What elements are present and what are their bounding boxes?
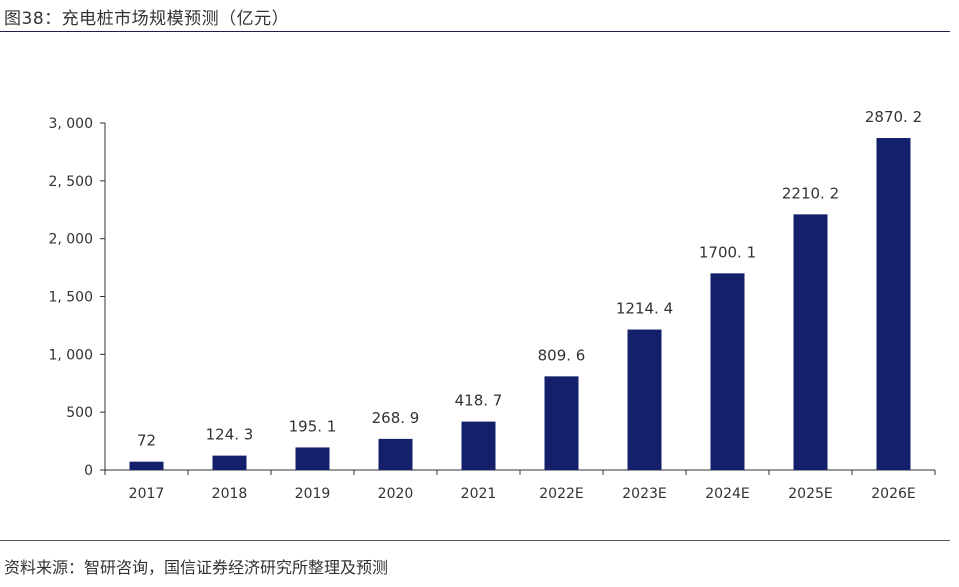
y-tick-label: 2, 500 (48, 174, 93, 190)
bar-2023E (627, 329, 662, 470)
data-label-2026E: 2870. 2 (865, 108, 922, 126)
bar-2019 (295, 447, 330, 470)
data-label-2025E: 2210. 2 (782, 184, 839, 202)
bar-chart: 0 500 1, 000 1, 500 2, 000 2, 500 3, 000 2017 20… (48, 108, 936, 502)
bar-2018 (212, 455, 247, 470)
x-tick-label: 2017 (129, 486, 165, 502)
y-tick-label: 0 (84, 463, 93, 479)
source-rule (0, 540, 950, 541)
x-tick-label: 2019 (295, 486, 331, 502)
source-note: 资料来源：智研咨询，国信证券经济研究所整理及预测 (4, 558, 389, 577)
x-tick-label: 2023E (622, 486, 666, 502)
bar-2026E (876, 138, 911, 470)
x-tick-label: 2022E (539, 486, 583, 502)
bar-2024E (710, 273, 745, 470)
x-tick-label: 2021 (461, 486, 497, 502)
data-label-2024E: 1700. 1 (699, 243, 756, 261)
chart-bars (129, 138, 911, 470)
bar-2025E (793, 214, 828, 470)
y-tick-label: 1, 500 (48, 290, 93, 306)
data-label-2022E: 809. 6 (538, 346, 586, 364)
data-label-2020: 268. 9 (372, 409, 420, 427)
chart-axes: 0 500 1, 000 1, 500 2, 000 2, 500 3, 000 2017 20… (48, 116, 936, 502)
x-tick-label: 2026E (871, 486, 915, 502)
data-label-2021: 418. 7 (455, 392, 503, 410)
bar-2020 (378, 438, 413, 470)
y-tick-label: 3, 000 (48, 116, 93, 132)
x-tick-label: 2020 (378, 486, 414, 502)
data-label-2017: 72 (137, 432, 156, 450)
data-label-2023E: 1214. 4 (616, 300, 673, 318)
y-tick-label: 500 (66, 405, 93, 421)
x-tick-label: 2018 (212, 486, 248, 502)
x-tick-label: 2024E (705, 486, 749, 502)
bar-2021 (461, 421, 496, 470)
y-tick-label: 2, 000 (48, 232, 93, 248)
chart-data-labels: 72 124. 3 195. 1 268. 9 418. 7 809. 6 1214. 4 1… (137, 108, 922, 450)
title-rule (0, 31, 950, 32)
x-tick-label: 2025E (788, 486, 832, 502)
data-label-2018: 124. 3 (206, 426, 254, 444)
data-label-2019: 195. 1 (289, 417, 337, 435)
bar-2017 (129, 461, 164, 470)
bar-2022E (544, 376, 579, 470)
y-tick-label: 1, 000 (48, 347, 93, 363)
figure-title: 图38：充电桩市场规模预测（亿元） (4, 9, 290, 29)
